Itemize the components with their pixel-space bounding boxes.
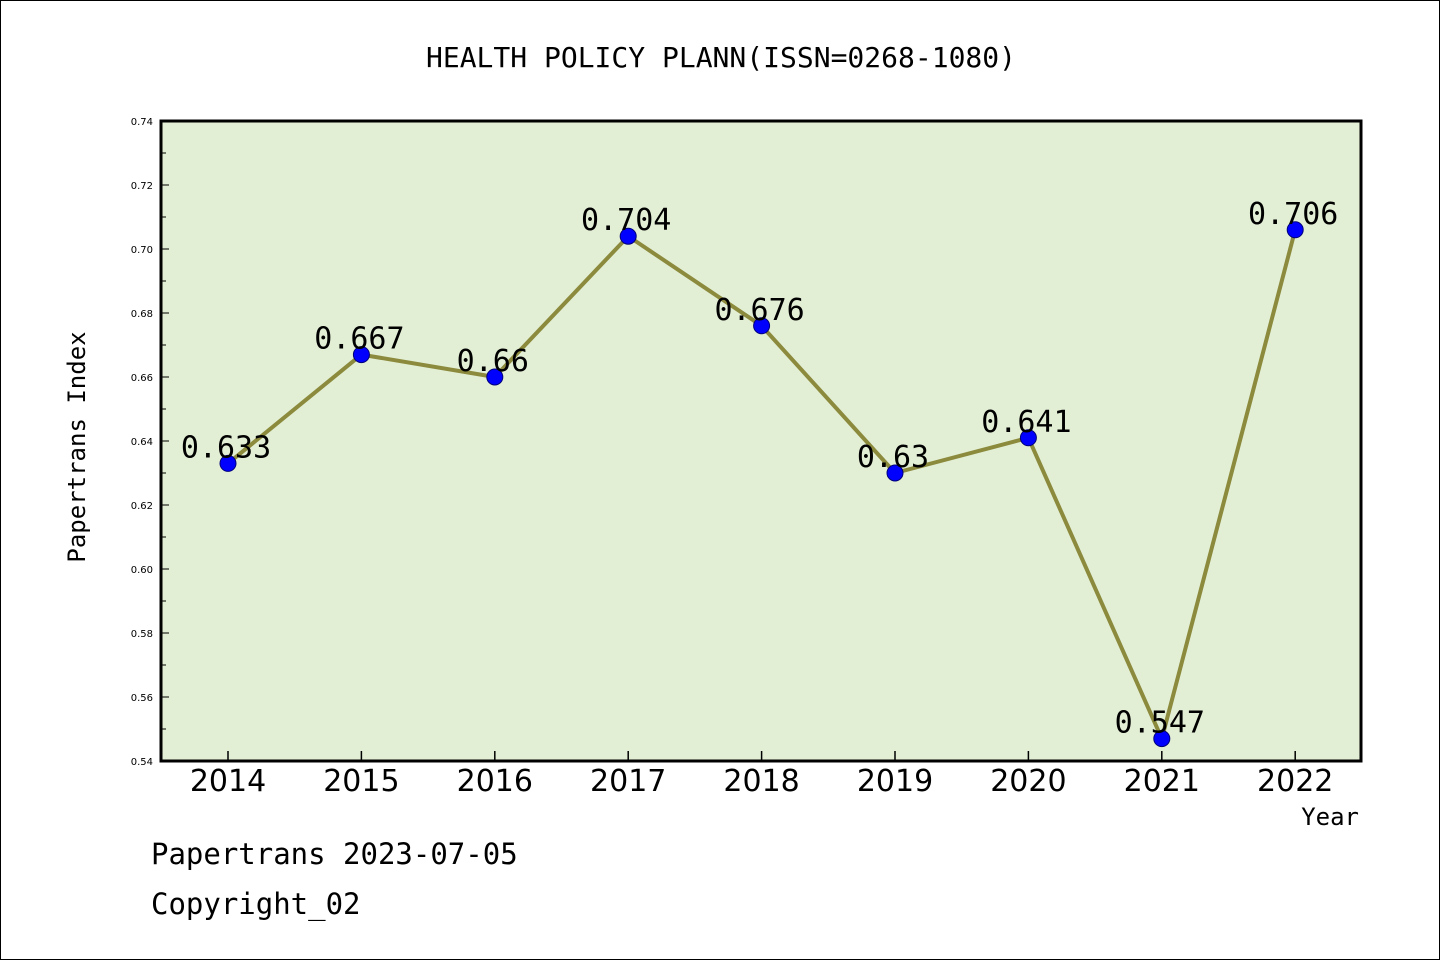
data-point: [219, 454, 237, 472]
data-point: [352, 346, 370, 364]
plot-area: [159, 119, 1363, 763]
y-axis: 0.54 0.56 0.58 0.60 0.62 0.64 0.66 0.68 0.70 0.72…: [131, 117, 169, 768]
data-label: 0.704: [581, 203, 671, 238]
data-label: 0.667: [314, 322, 404, 357]
plot-frame: [159, 119, 1363, 763]
data-point: [753, 317, 771, 335]
y-tick-label: 0.62: [131, 501, 153, 512]
footer-copyright: Copyright_02: [151, 887, 361, 921]
x-tick-label: 2020: [990, 764, 1066, 799]
x-tick-label: 2021: [1124, 764, 1200, 799]
x-tick-label: 2017: [590, 764, 666, 799]
x-tick-label: 2018: [723, 764, 799, 799]
x-tick-label: 2022: [1257, 764, 1333, 799]
y-tick-label: 0.70: [131, 245, 153, 256]
data-label: 0.676: [714, 293, 804, 328]
y-tick-label: 0.54: [131, 757, 153, 768]
data-label: 0.66: [457, 344, 529, 379]
y-tick-label: 0.66: [131, 373, 153, 384]
y-tick-label: 0.74: [131, 117, 153, 128]
data-label: 0.706: [1248, 197, 1338, 232]
data-point: [1153, 730, 1171, 748]
data-point: [619, 227, 637, 245]
y-tick-label: 0.60: [131, 565, 153, 576]
x-tick-label: 2019: [857, 764, 933, 799]
y-tick-label: 0.64: [131, 437, 153, 448]
chart-title: HEALTH POLICY PLANN(ISSN=0268-1080): [426, 41, 1016, 74]
footer-date: Papertrans 2023-07-05: [151, 837, 518, 871]
y-tick-label: 0.56: [131, 693, 153, 704]
y-axis-label: Papertrans Index: [63, 331, 91, 562]
data-label: 0.547: [1115, 706, 1205, 741]
y-tick-label: 0.72: [131, 181, 153, 192]
data-point: [1019, 429, 1037, 447]
data-label: 0.633: [181, 430, 271, 465]
data-point: [486, 368, 504, 386]
y-tick-label: 0.68: [131, 309, 153, 320]
x-tick-label: 2016: [457, 764, 533, 799]
x-tick-label: 2015: [323, 764, 399, 799]
x-tick-label: 2014: [190, 764, 266, 799]
data-point: [886, 464, 904, 482]
data-point: [1286, 221, 1304, 239]
series-layer: 0.633 0.667 0.66 0.704 0.676 0.63 0.641 0.547 0.…: [181, 197, 1338, 748]
data-label: 0.641: [981, 405, 1071, 440]
x-axis-label: Year: [1301, 803, 1359, 831]
x-axis: 2014 2015 2016 2017 2018 2019 2020 2021 2022: [190, 751, 1333, 799]
y-tick-label: 0.58: [131, 629, 153, 640]
data-label: 0.63: [857, 440, 929, 475]
